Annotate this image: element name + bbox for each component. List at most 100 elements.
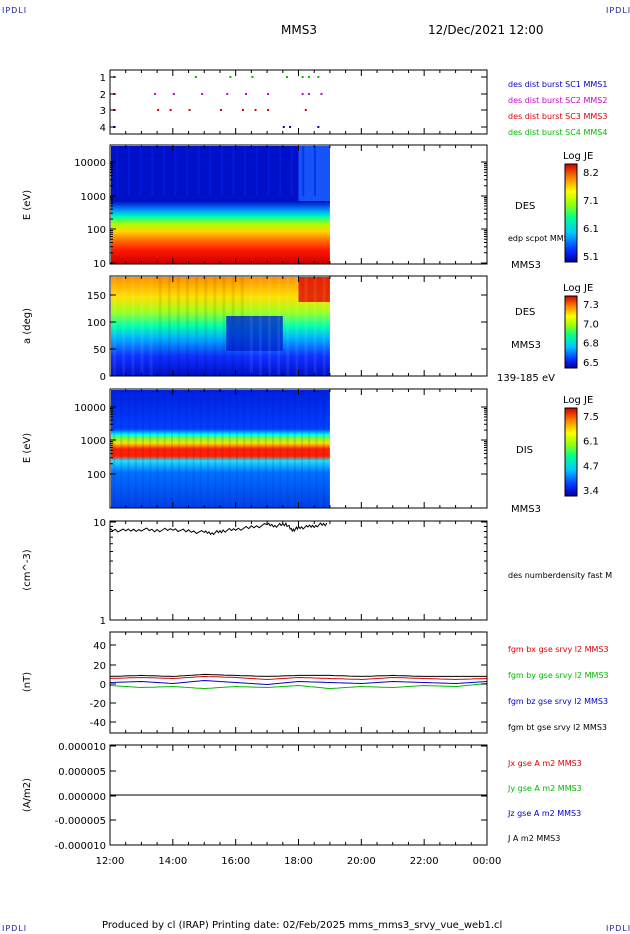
y-axis-title: (nT)	[22, 672, 33, 692]
burst-marker	[194, 76, 197, 78]
time-tick-label: 18:00	[284, 856, 313, 867]
y-tick-label: 0	[100, 372, 106, 383]
spectrogram-layer	[111, 146, 330, 508]
legend-entry: fgm bt gse srvy l2 MMS3	[508, 723, 607, 732]
y-tick-label: 10000	[74, 158, 106, 169]
panel-right-label: DES	[515, 201, 535, 212]
dis-energy-streak	[279, 390, 282, 508]
y-tick-label: 20	[93, 661, 106, 672]
burst-marker	[251, 76, 254, 78]
fgm-series-line	[109, 679, 488, 686]
des-pitch-streak	[158, 277, 162, 376]
des-pitch-streak	[258, 277, 262, 376]
panel-right-label: DIS	[516, 445, 533, 456]
y-tick-label: 10000	[74, 403, 106, 414]
des-pitch-streak	[231, 277, 235, 376]
des-pitch-spectrogram	[111, 277, 330, 376]
des-pitch-low-patch	[226, 316, 283, 351]
y-tick-label: 1000	[81, 192, 106, 203]
des-pitch-streak	[204, 277, 208, 376]
time-tick-label: 16:00	[221, 856, 250, 867]
des-pitch-streak	[277, 277, 281, 376]
panel-right-label: MMS3	[511, 504, 541, 515]
y-axis-title: E (eV)	[22, 433, 33, 463]
dis-energy-streak	[120, 390, 123, 508]
des-pitch-streak	[222, 277, 226, 376]
dis-energy-streak	[221, 390, 224, 508]
burst-marker	[245, 93, 248, 95]
y-tick-label: 1	[100, 616, 106, 627]
legend-entry: Jx gse A m2 MMS3	[507, 759, 582, 768]
dis-energy-spectrogram	[111, 390, 330, 508]
des-pitch-streak	[122, 277, 126, 376]
legend-entry: des dist burst SC1 MMS1	[508, 80, 607, 89]
des-energy-streak	[220, 146, 223, 196]
dis-energy-streak	[207, 390, 210, 508]
burst-marker	[169, 109, 172, 111]
dis-energy-streak	[199, 390, 202, 508]
colorbar-title: Log JE	[563, 151, 593, 162]
time-tick-label: 14:00	[158, 856, 187, 867]
colorbar-tick-label: 3.4	[583, 486, 599, 497]
des-pitch-streak	[295, 277, 299, 376]
des-pitch-streak	[240, 277, 244, 376]
des-pitch-streak	[113, 277, 117, 376]
legend-entry: J A m2 MMS3	[507, 834, 560, 843]
panel-right-label: DES	[515, 307, 535, 318]
corner-label-bottom-left: IPDLI	[2, 924, 28, 933]
y-tick-label: -0.000005	[55, 816, 106, 827]
des-pitch-streak	[149, 277, 153, 376]
burst-marker	[201, 93, 204, 95]
burst-marker	[320, 93, 323, 95]
des-pitch-streak	[322, 277, 326, 376]
des-energy-streak	[267, 146, 270, 196]
y-tick-label: -0.000010	[55, 841, 106, 852]
y-tick-label: 10	[93, 518, 106, 529]
burst-marker	[307, 76, 310, 78]
y-tick-label: -20	[90, 699, 106, 710]
legend-entry: des dist burst SC3 MMS3	[508, 112, 607, 121]
legend-entry: Jz gse A m2 MMS3	[507, 809, 581, 818]
burst-marker	[172, 93, 175, 95]
colorbar-tick-label: 4.7	[583, 461, 599, 472]
time-tick-label: 00:00	[473, 856, 502, 867]
des-pitch-streak	[195, 277, 199, 376]
colorbar-title: Log JE	[563, 395, 593, 406]
y-tick-label: 10	[93, 259, 106, 270]
des-energy-streak	[139, 146, 142, 196]
des-energy-streak	[116, 146, 119, 196]
des-energy-streak	[244, 146, 247, 196]
des-pitch-streak	[286, 277, 290, 376]
des-energy-streak	[290, 146, 293, 196]
des-energy-streak	[232, 146, 235, 196]
burst-marker	[301, 76, 304, 78]
colorbar-tick-label: 6.1	[583, 224, 599, 235]
y-tick-label: 100	[87, 318, 106, 329]
dis-energy-streak	[286, 390, 289, 508]
des-energy-streak	[151, 146, 154, 196]
des-pitch-streak	[186, 277, 190, 376]
des-pitch-streak	[176, 277, 180, 376]
dis-energy-streak	[315, 390, 318, 508]
fgm-series-line	[109, 673, 487, 677]
burst-marker	[157, 109, 160, 111]
panel-right-label: 139-185 eV	[497, 373, 555, 384]
burst-marker	[301, 93, 304, 95]
y-tick-label: 100	[87, 470, 106, 481]
dis-energy-streak	[170, 390, 173, 508]
colorbar-tick-label: 7.3	[583, 300, 599, 311]
datetime-title: 12/Dec/2021 12:00	[428, 23, 544, 37]
dis-energy-streak	[113, 390, 116, 508]
colorbar-tick-label: 6.1	[583, 437, 599, 448]
burst-marker	[219, 109, 222, 111]
colorbar-tick-label: 7.5	[583, 412, 599, 423]
dis-energy-streak	[178, 390, 181, 508]
des-pitch-streak	[304, 277, 308, 376]
dis-energy-streak	[228, 390, 231, 508]
y-tick-label: 4	[100, 123, 106, 134]
colorbar	[564, 163, 578, 263]
dis-energy-streak	[185, 390, 188, 508]
colorbar-tick-label: 7.0	[583, 319, 599, 330]
legend-entry: fgm bz gse srvy l2 MMS3	[508, 697, 608, 706]
